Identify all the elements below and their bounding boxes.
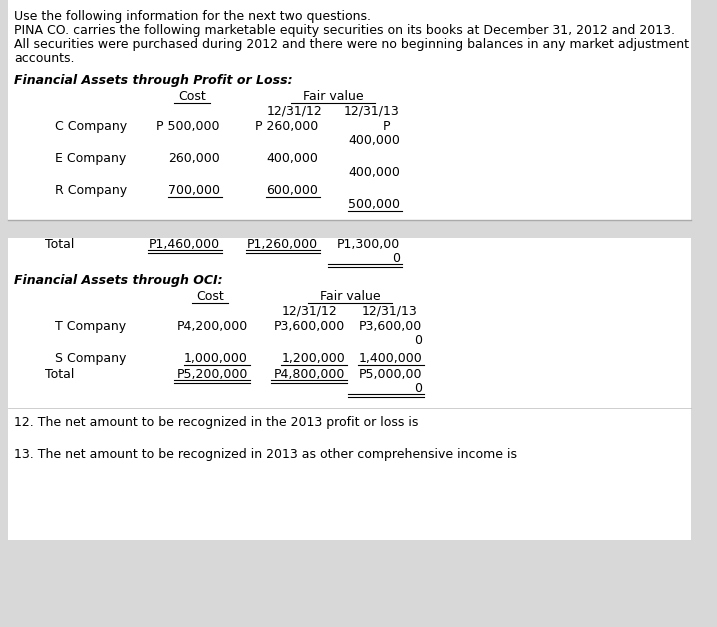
Text: R Company: R Company [55,184,127,197]
Text: P: P [382,120,390,133]
Text: 0: 0 [414,382,422,395]
Text: 1,400,000: 1,400,000 [358,352,422,365]
Text: Total: Total [45,238,75,251]
Text: P4,800,000: P4,800,000 [274,368,345,381]
Text: 12/31/12: 12/31/12 [267,104,323,117]
Text: 400,000: 400,000 [348,134,400,147]
Text: S Company: S Company [55,352,126,365]
Text: Financial Assets through Profit or Loss:: Financial Assets through Profit or Loss: [14,74,293,87]
Text: Financial Assets through OCI:: Financial Assets through OCI: [14,274,222,287]
Text: Fair value: Fair value [320,290,380,303]
Text: Cost: Cost [196,290,224,303]
Text: accounts.: accounts. [14,52,75,65]
Text: P1,260,000: P1,260,000 [247,238,318,251]
Text: 12/31/13: 12/31/13 [344,104,400,117]
Text: T Company: T Company [55,320,126,333]
Text: C Company: C Company [55,120,127,133]
Text: 12. The net amount to be recognized in the 2013 profit or loss is: 12. The net amount to be recognized in t… [14,416,419,429]
Text: 400,000: 400,000 [348,166,400,179]
Text: 12/31/12: 12/31/12 [282,304,338,317]
Text: P4,200,000: P4,200,000 [177,320,248,333]
Text: All securities were purchased during 2012 and there were no beginning balances i: All securities were purchased during 201… [14,38,689,51]
Text: E Company: E Company [55,152,126,165]
Text: P1,300,00: P1,300,00 [337,238,400,251]
Bar [8,0,691,540]
Text: P5,000,00: P5,000,00 [358,368,422,381]
Text: 1,200,000: 1,200,000 [281,352,345,365]
Bar [8,220,691,238]
Text: Total: Total [45,368,75,381]
Text: 700,000: 700,000 [168,184,220,197]
Text: 0: 0 [414,334,422,347]
Text: 13. The net amount to be recognized in 2013 as other comprehensive income is: 13. The net amount to be recognized in 2… [14,448,517,461]
Text: P 500,000: P 500,000 [156,120,220,133]
Text: PINA CO. carries the following marketable equity securities on its books at Dece: PINA CO. carries the following marketabl… [14,24,675,37]
Text: P5,200,000: P5,200,000 [176,368,248,381]
Text: Use the following information for the next two questions.: Use the following information for the ne… [14,10,371,23]
Text: 12/31/13: 12/31/13 [362,304,418,317]
Text: 1,000,000: 1,000,000 [184,352,248,365]
Text: 0: 0 [392,252,400,265]
Text: P 260,000: P 260,000 [255,120,318,133]
Text: P1,460,000: P1,460,000 [149,238,220,251]
Text: 600,000: 600,000 [266,184,318,197]
Text: Cost: Cost [178,90,206,103]
Text: 260,000: 260,000 [168,152,220,165]
Text: P3,600,00: P3,600,00 [358,320,422,333]
Text: 400,000: 400,000 [266,152,318,165]
Text: P3,600,000: P3,600,000 [274,320,345,333]
Text: Fair value: Fair value [303,90,364,103]
Text: 500,000: 500,000 [348,198,400,211]
